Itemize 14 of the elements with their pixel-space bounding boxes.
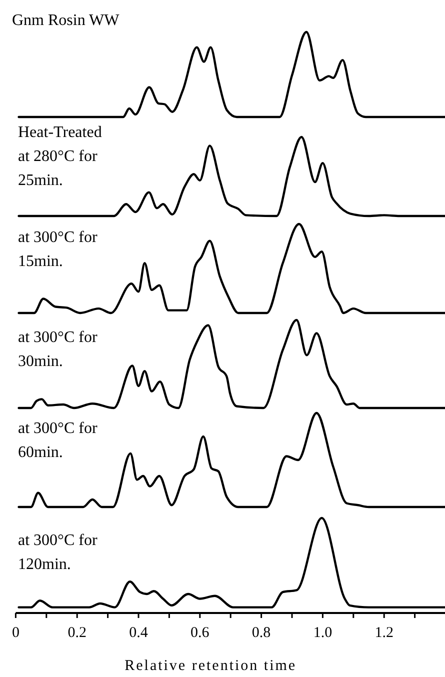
text: at 300°C for 15min. bbox=[18, 229, 98, 270]
text: at 300°C for 60min. bbox=[18, 420, 98, 461]
x-tick-label: 1.0 bbox=[313, 625, 332, 641]
x-tick-label: 0 bbox=[12, 625, 20, 641]
text: at 300°C for 120min. bbox=[18, 532, 98, 573]
x-tick-label: 0.6 bbox=[190, 625, 210, 641]
text: at 300°C for 30min. bbox=[18, 329, 98, 370]
x-tick-label: 0.8 bbox=[252, 625, 271, 641]
x-tick-label: 1.2 bbox=[374, 625, 394, 641]
chart-title: Gnm Rosin WW bbox=[12, 12, 120, 29]
x-tick-label: 0.4 bbox=[129, 625, 148, 641]
x-tick-label: 0.2 bbox=[68, 625, 86, 641]
x-axis-title: Relative retention time bbox=[124, 658, 297, 674]
text: Heat-Treated at 280°C for 25min. bbox=[18, 124, 102, 189]
